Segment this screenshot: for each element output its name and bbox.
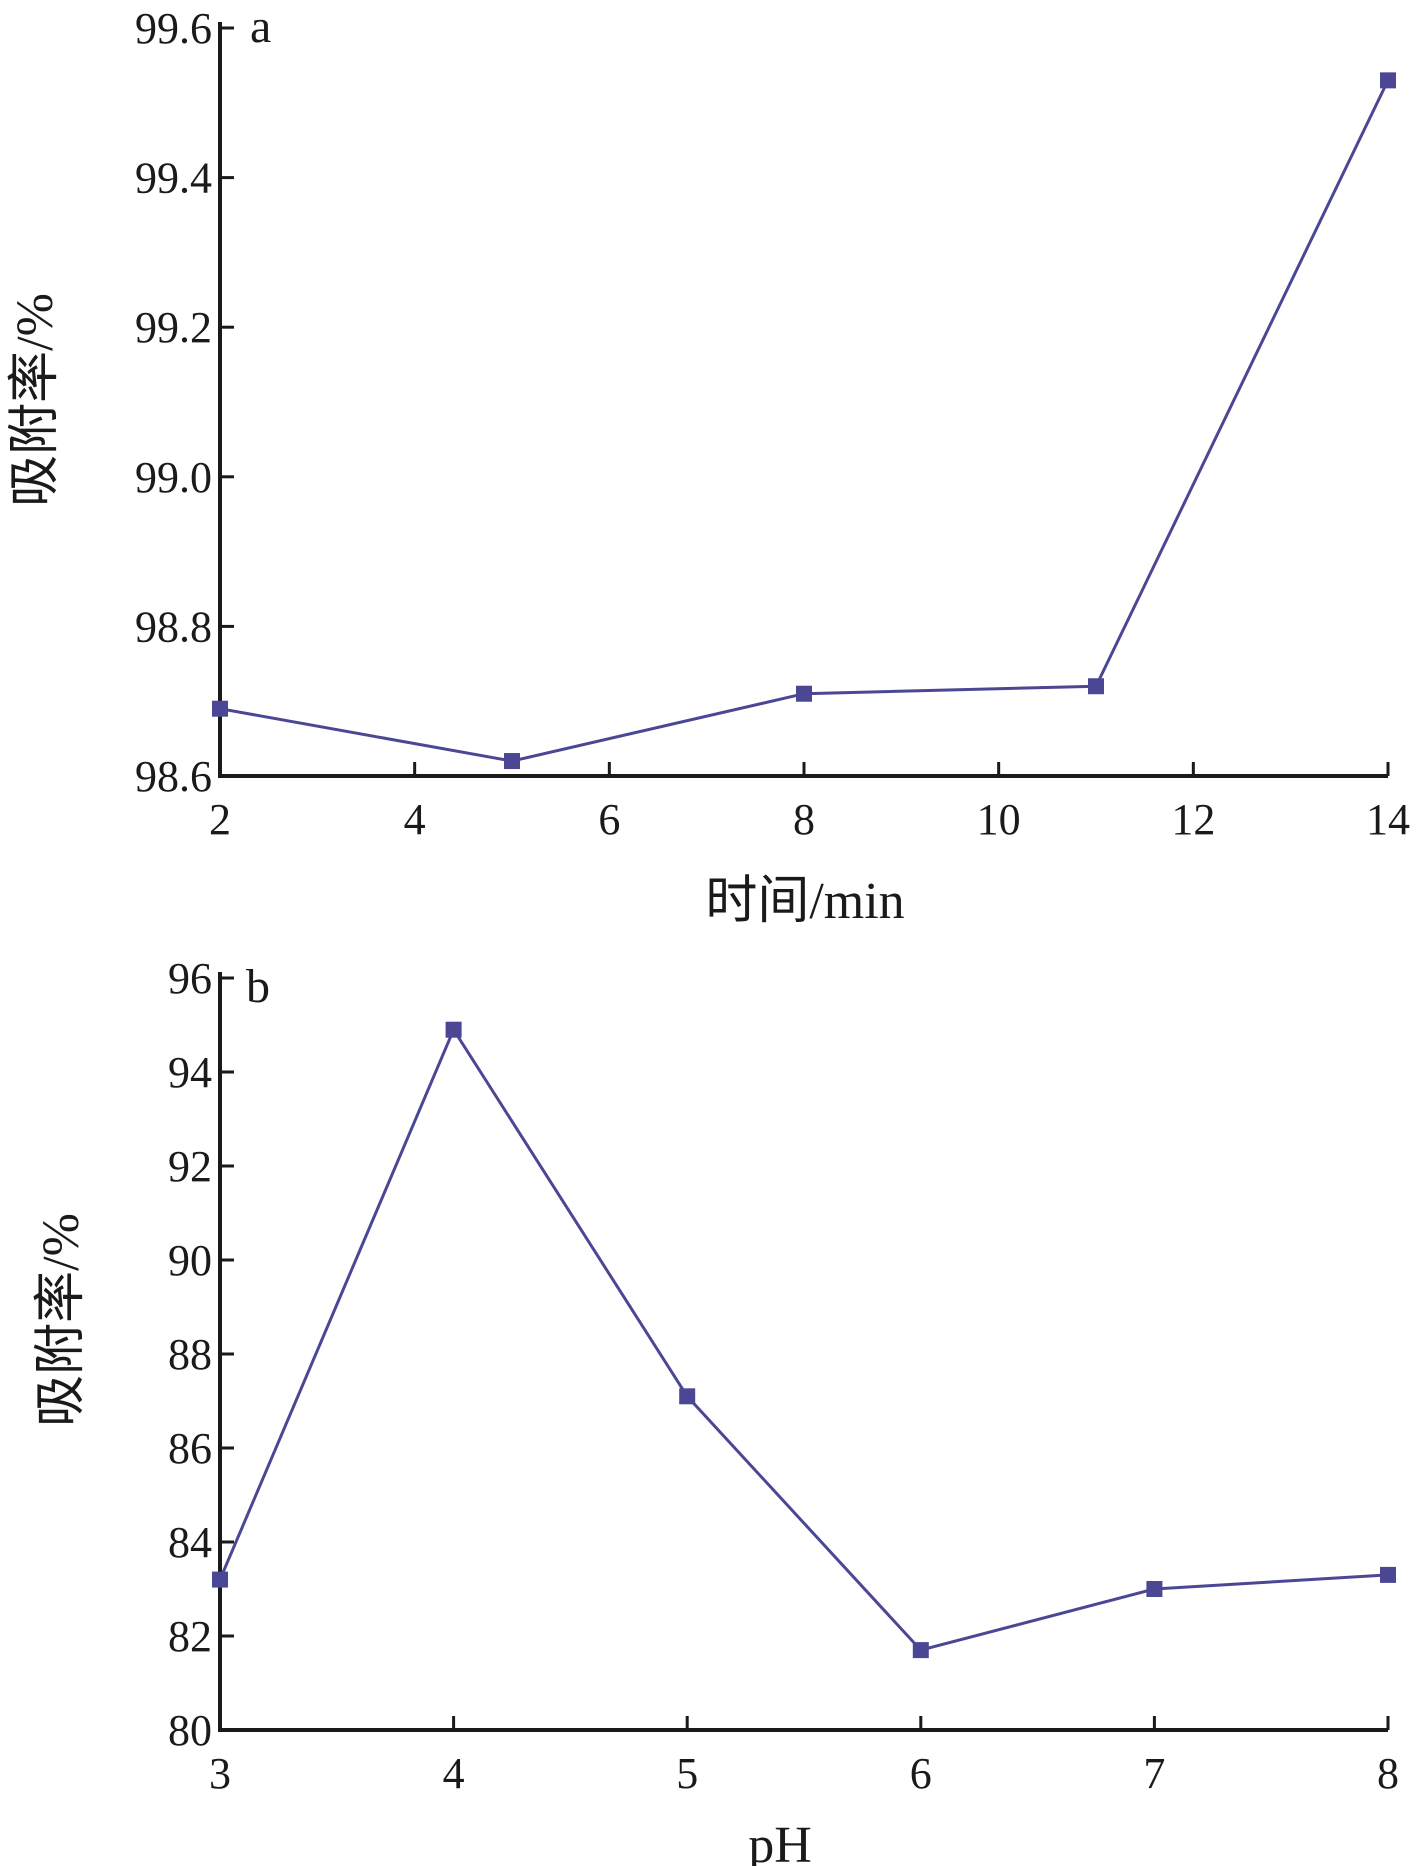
y-tick-label: 92: [168, 1142, 212, 1191]
chart-b: b 80 82 84 86 88 90 92 94 96 3 4 5 6 7 8 pH 吸附率/%: [33, 954, 1399, 1866]
y-tick-label: 90: [168, 1236, 212, 1285]
y-tick-label: 98.6: [135, 752, 212, 801]
x-tick-label: 6: [598, 795, 620, 844]
data-point: [504, 753, 520, 770]
panel-label-a: a: [250, 0, 271, 53]
y-axis-title-b: 吸附率/%: [33, 1213, 90, 1427]
y-tick-label: 99.2: [135, 303, 212, 352]
x-tick-label: 7: [1143, 1749, 1165, 1798]
data-point: [212, 700, 228, 717]
y-tick-label: 82: [168, 1612, 212, 1661]
x-ticks-a: 2 4 6 8 10 12 14: [209, 762, 1410, 844]
y-tick-label: 94: [168, 1048, 212, 1097]
x-tick-label: 8: [793, 795, 815, 844]
y-axis-title-a: 吸附率/%: [7, 293, 64, 507]
data-point: [1380, 1566, 1396, 1583]
x-tick-label: 5: [676, 1749, 698, 1798]
x-tick-label: 6: [910, 1749, 932, 1798]
series-b: [212, 1021, 1396, 1659]
panel-label-b: b: [246, 960, 270, 1013]
x-ticks-b: 3 4 5 6 7 8: [209, 1716, 1399, 1798]
series-line: [219, 79, 1390, 763]
data-point: [445, 1021, 462, 1038]
y-tick-label: 84: [168, 1518, 212, 1567]
x-tick-label: 4: [443, 1749, 465, 1798]
series-line: [218, 1026, 1389, 1652]
y-tick-label: 99.0: [135, 453, 212, 502]
data-point: [1088, 678, 1104, 695]
data-point: [912, 1642, 929, 1659]
y-tick-label: 99.6: [135, 4, 212, 53]
y-tick-label: 99.4: [135, 154, 212, 203]
series-a: [212, 72, 1396, 770]
x-axis-title-b: pH: [748, 1817, 812, 1866]
y-tick-label: 98.8: [135, 602, 212, 651]
y-tick-label: 88: [168, 1330, 212, 1379]
data-point: [679, 1388, 696, 1405]
x-tick-label: 10: [977, 795, 1021, 844]
y-ticks-b: 80 82 84 86 88 90 92 94 96: [168, 954, 234, 1755]
data-point: [212, 1571, 228, 1588]
y-ticks-a: 98.6 98.8 99.0 99.2 99.4 99.6: [135, 4, 234, 801]
x-tick-label: 8: [1377, 1749, 1399, 1798]
y-tick-label: 80: [168, 1706, 212, 1755]
y-tick-label: 86: [168, 1424, 212, 1473]
x-axis-title-a: 时间/min: [705, 873, 904, 930]
x-tick-label: 12: [1171, 795, 1215, 844]
x-tick-label: 4: [404, 795, 426, 844]
data-point: [1146, 1581, 1163, 1597]
data-point: [1380, 72, 1396, 89]
chart-a: a 98.6 98.8 99.0 99.2 99.4 99.6 2 4 6 8 10 12 14 时间…: [7, 0, 1410, 930]
x-tick-label: 2: [209, 795, 231, 844]
x-tick-label: 14: [1366, 795, 1410, 844]
data-point: [796, 685, 812, 702]
y-tick-label: 96: [168, 954, 212, 1003]
x-tick-label: 3: [209, 1749, 231, 1798]
